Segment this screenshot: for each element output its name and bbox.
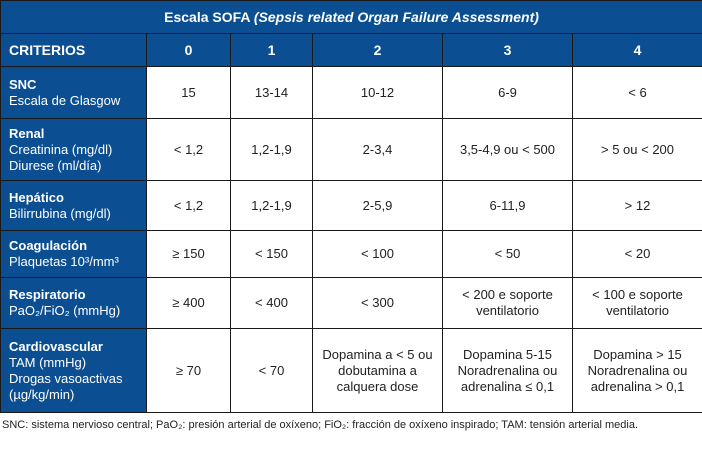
criterion-cell: Renal Creatinina (mg/dl) Diurese (ml/día) [0, 118, 147, 181]
table-title: Escala SOFA (Sepsis related Organ Failur… [0, 0, 702, 34]
score-1-cell: 1,2-1,9 [230, 118, 313, 181]
header-row: CRITERIOS 0 1 2 3 4 [0, 33, 702, 67]
sofa-table: Escala SOFA (Sepsis related Organ Failur… [0, 0, 702, 413]
score-3-cell: 6-9 [442, 66, 573, 119]
score-1-cell: < 400 [230, 277, 313, 329]
score-2-cell: < 100 [312, 230, 443, 278]
table-row: SNC Escala de Glasgow 15 13-14 10-12 6-9 < 6 [0, 66, 702, 119]
score-3-cell: < 200 e soporte ventilatorio [442, 277, 573, 329]
score-1-cell: < 150 [230, 230, 313, 278]
criterion-sub: PaO₂/FiO₂ (mmHg) [9, 303, 121, 318]
criterion-cell: Cardiovascular TAM (mmHg) Drogas vasoactiv… [0, 328, 147, 413]
score-3-cell: Dopamina 5-15 Noradrenalina ou adrenalin… [442, 328, 573, 413]
table-row: Cardiovascular TAM (mmHg) Drogas vasoactiv… [0, 328, 702, 413]
criterion-name: Renal [9, 125, 45, 141]
score-0-cell: ≥ 400 [146, 277, 231, 329]
criterion-sub: TAM (mmHg) [9, 354, 87, 370]
score-0-cell: < 1,2 [146, 118, 231, 181]
criterion-name: SNC [9, 76, 37, 92]
header-score-1: 1 [230, 33, 313, 67]
criterion-name: Cardiovascular [9, 338, 103, 354]
criterion-sub: Bilirrubina (mg/dl) [9, 205, 111, 221]
criterion-sub: Drogas vasoactivas (µg/kg/min) [9, 370, 123, 402]
header-score-3: 3 [442, 33, 573, 67]
score-2-cell: Dopamina a < 5 ou dobutamina a calquera … [312, 328, 443, 413]
header-criterios: CRITERIOS [0, 33, 147, 67]
score-4-cell: < 6 [571, 66, 702, 119]
score-0-cell: 15 [146, 66, 231, 119]
score-4-cell: > 12 [571, 180, 702, 231]
header-score-2: 2 [312, 33, 443, 67]
criterion-cell: Hepático Bilirrubina (mg/dl) [0, 180, 147, 231]
criterion-cell: SNC Escala de Glasgow [0, 66, 147, 119]
criterion-sub: Diurese (ml/día) [9, 157, 102, 173]
score-2-cell: 10-12 [312, 66, 443, 119]
table-row: Hepático Bilirrubina (mg/dl) < 1,2 1,2-1,9 2… [0, 180, 702, 231]
score-4-cell: > 5 ou < 200 [571, 118, 702, 181]
score-0-cell: < 1,2 [146, 180, 231, 231]
score-2-cell: < 300 [312, 277, 443, 329]
criterion-name: Respiratorio [9, 287, 86, 302]
score-0-cell: ≥ 70 [146, 328, 231, 413]
score-1-cell: < 70 [230, 328, 313, 413]
score-2-cell: 2-3,4 [312, 118, 443, 181]
table-row: Respiratorio PaO₂/FiO₂ (mmHg) ≥ 400 < 400 < … [0, 277, 702, 329]
criterion-sub: Plaquetas 10³/mm³ [9, 254, 119, 269]
score-1-cell: 13-14 [230, 66, 313, 119]
criterion-sub: Creatinina (mg/dl) [9, 141, 113, 157]
score-2-cell: 2-5,9 [312, 180, 443, 231]
score-4-cell: Dopamina > 15 Noradrenalina ou adrenalin… [571, 328, 702, 413]
table-row: Coagulación Plaquetas 10³/mm³ ≥ 150 < 150 < … [0, 230, 702, 278]
criterion-name: Hepático [9, 189, 64, 205]
header-score-4: 4 [571, 33, 702, 67]
score-3-cell: 3,5-4,9 ou < 500 [442, 118, 573, 181]
criterion-sub: Escala de Glasgow [9, 92, 121, 108]
score-0-cell: ≥ 150 [146, 230, 231, 278]
table-row: Renal Creatinina (mg/dl) Diurese (ml/día) <… [0, 118, 702, 181]
footnote: SNC: sistema nervioso central; PaO₂: pre… [2, 419, 639, 431]
criterion-cell: Coagulación Plaquetas 10³/mm³ [0, 230, 147, 278]
score-4-cell: < 20 [571, 230, 702, 278]
header-score-0: 0 [146, 33, 231, 67]
score-1-cell: 1,2-1,9 [230, 180, 313, 231]
criterion-name: Coagulación [9, 238, 88, 253]
criterion-cell: Respiratorio PaO₂/FiO₂ (mmHg) [0, 277, 147, 329]
score-3-cell: < 50 [442, 230, 573, 278]
score-4-cell: < 100 e soporte ventilatorio [571, 277, 702, 329]
score-3-cell: 6-11,9 [442, 180, 573, 231]
